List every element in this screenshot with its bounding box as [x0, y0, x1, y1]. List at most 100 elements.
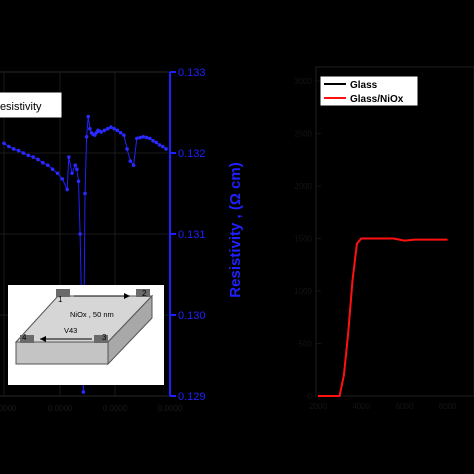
right-axis-tick-label: 0.129 [178, 391, 206, 403]
resistivity-point [99, 130, 103, 134]
contact-pad-3 [94, 335, 108, 343]
right-axis-tick-label: 0.132 [178, 148, 206, 160]
resistivity-point [31, 155, 35, 159]
right-y-tick-label: 2500 [294, 130, 312, 139]
contact-pad-2 [136, 289, 150, 297]
right-y-tick-label: 2000 [294, 182, 312, 191]
film-label: NiOx , 50 nm [70, 310, 114, 319]
series-line-glass-niox [318, 237, 448, 397]
resistivity-point [112, 126, 116, 131]
resistivity-point [60, 177, 65, 181]
resistivity-point [115, 128, 120, 133]
right-y-tick-label: 0 [308, 392, 313, 401]
resistivity-point [144, 135, 149, 140]
resistivity-point [131, 163, 136, 167]
resistivity-point [84, 135, 89, 139]
right-axis-ticks: 0.133 0.132 0.131 0.130 0.129 [170, 67, 206, 403]
resistivity-point [122, 133, 126, 137]
resistivity-point [151, 139, 155, 143]
resistivity-point [118, 130, 123, 135]
right-axis-tick-label: 0.131 [178, 229, 206, 241]
resistivity-point [109, 125, 113, 129]
right-y-tick-label: 3000 [294, 77, 312, 86]
resistivity-point [2, 141, 6, 146]
right-plot-y-ticks: 0 500 1000 1500 2000 2500 3000 [294, 77, 321, 401]
right-y-tick-label: 1500 [294, 235, 312, 244]
right-axis-tick-label: 0.130 [178, 310, 206, 322]
resistivity-point [55, 171, 60, 176]
arrowhead-top [124, 293, 130, 299]
resistivity-point [135, 136, 139, 141]
contact-label-3: 3 [102, 333, 107, 342]
resistivity-point [45, 163, 50, 167]
right-legend: Glass Glass/NiOx [319, 75, 419, 107]
contact-pad-1 [56, 289, 70, 297]
resistivity-point [102, 128, 107, 133]
right-plot-frame [315, 66, 474, 397]
legend-label-resistivity: Resistivity [0, 101, 42, 113]
right-x-tick-label: 2000 [309, 402, 327, 411]
right-y-tick-label: 1000 [294, 287, 312, 296]
resistivity-point [67, 155, 71, 159]
contact-label-2: 2 [142, 289, 147, 298]
resistivity-point [125, 147, 129, 151]
resistivity-point [81, 390, 86, 394]
contact-label-4: 4 [22, 333, 27, 342]
right-axis-tick-label: 0.133 [178, 67, 206, 79]
device-inset: 1 2 3 4 NiOx , 50 nm V43 [8, 285, 164, 385]
resistivity-point [154, 140, 159, 145]
right-y-axis-label: Resistivity , (Ω cm) [227, 162, 244, 297]
right-x-tick-label: 4000 [352, 402, 370, 411]
right-x-tick-label: 8000 [439, 402, 457, 411]
legend-label-nioxglass: Glass/NiOx [350, 94, 404, 105]
resistivity-point [65, 187, 69, 192]
film-front-face [15, 341, 109, 365]
legend-label-glass: Glass [350, 80, 378, 91]
resistivity-point [160, 144, 165, 149]
film-side-face [107, 294, 153, 366]
resistivity-point [21, 151, 26, 155]
resistivity-point [16, 148, 21, 153]
contact-pad-4 [20, 335, 34, 343]
resistivity-point [7, 144, 11, 149]
bottom-axis-tick-label: 0.0000 [103, 404, 128, 413]
resistivity-point [11, 147, 16, 151]
resistivity-point [41, 160, 45, 165]
series-line-glass [318, 237, 448, 397]
resistivity-point [128, 159, 133, 163]
resistivity-point [141, 135, 146, 139]
resistivity-point [164, 147, 168, 151]
resistivity-point [138, 135, 142, 140]
contact-label-1: 1 [58, 295, 63, 304]
resistivity-point [50, 167, 55, 171]
resistivity-point [73, 163, 78, 167]
resistivity-point [86, 114, 91, 119]
voltage-label: V43 [64, 326, 77, 335]
resistivity-series [2, 114, 168, 394]
resistivity-point [83, 191, 87, 196]
optical-plot: 0 500 1000 1500 2000 2500 3000 2000 4000 6000 800… [294, 66, 474, 411]
resistivity-point [70, 171, 74, 176]
bottom-axis-tick-label: 0.0000 [48, 404, 73, 413]
right-plot-series [318, 237, 448, 397]
right-y-tick-label: 500 [299, 340, 313, 349]
left-legend-box [0, 91, 63, 119]
right-plot-x-ticks: 2000 4000 6000 8000 [309, 402, 457, 411]
right-x-tick-label: 6000 [395, 402, 413, 411]
resistivity-point [148, 136, 152, 141]
resistivity-point [105, 126, 110, 131]
resistivity-point [157, 143, 162, 147]
bottom-axis-tick-label: 0.0000 [0, 404, 17, 413]
bottom-axis-tick-label: 0.0000 [158, 404, 183, 413]
resistivity-point [88, 126, 92, 131]
resistivity-point [76, 179, 81, 184]
resistivity-point [75, 167, 79, 171]
bottom-axis-ticks: 0.0000 0.0000 0.0000 0.0000 [0, 404, 183, 413]
right-legend-box [319, 75, 419, 107]
arrowhead-bottom [40, 336, 46, 342]
resistivity-point [36, 157, 40, 162]
resistivity-point [78, 232, 82, 236]
resistivity-point [26, 153, 31, 158]
